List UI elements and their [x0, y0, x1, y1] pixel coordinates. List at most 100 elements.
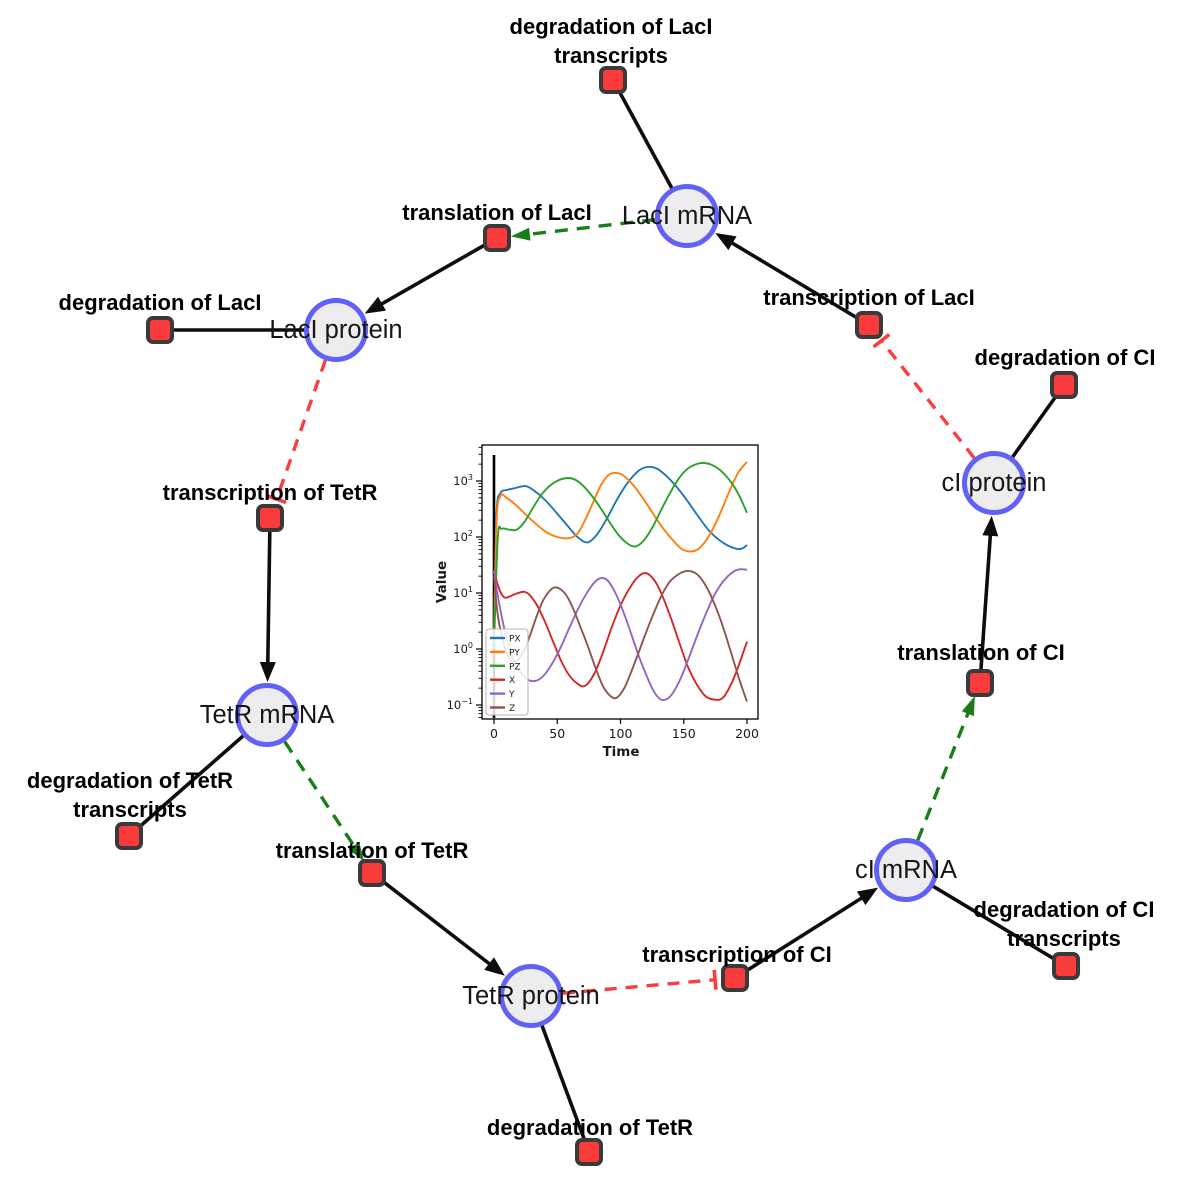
reaction-node-translation_laci [483, 224, 511, 252]
edge-laci_protein-transcription_tetr [275, 359, 328, 500]
chart-series-PX [493, 465, 748, 640]
species-label-laci_mrna: LacI mRNA [622, 202, 752, 230]
edge-transcription_laci-laci_mrna [726, 238, 870, 327]
reaction-square-deg_tetr [575, 1138, 603, 1166]
legend-label-PZ: PZ [509, 662, 521, 672]
inset-chart: 0 50 100 150 20010310210110010−1TimeValuePXP… [434, 444, 759, 760]
reaction-label-transcription_laci: transcription of LacI [763, 285, 974, 310]
edge-ci_mrna-translation_ci-arrowhead [961, 696, 975, 717]
reaction-label-translation_ci: translation of CI [897, 640, 1064, 665]
edge-tetr_mrna-translation_tetr [283, 740, 358, 851]
chart-ytick-exp: 3 [468, 473, 473, 482]
legend-label-PX: PX [509, 635, 521, 645]
reaction-square-transcription_tetr [256, 504, 284, 532]
reaction-square-deg_tetr_transcripts [115, 822, 143, 850]
edge-transcription_ci-ci_mrna-arrowhead [856, 887, 879, 906]
reaction-square-translation_tetr [358, 859, 386, 887]
chart-ytick-label-10e1: 101 [453, 585, 473, 600]
reaction-label-deg_tetr_transcripts-line1: degradation of TetR [27, 768, 233, 793]
edge-transcription_tetr-tetr_mrna [265, 517, 272, 669]
edge-tetr_mrna-translation_tetr-arrowhead [348, 841, 365, 862]
chart-ytick-exp: 0 [468, 641, 473, 650]
reaction-label-deg_ci: degradation of CI [975, 345, 1156, 370]
reaction-node-transcription_tetr [256, 504, 284, 532]
species-circle-tetr_mrna [235, 683, 299, 747]
chart-ytick-exp: 1 [468, 585, 473, 594]
reaction-label-deg_laci_transcripts-line1: degradation of LacI [510, 14, 713, 39]
reaction-node-transcription_ci [721, 964, 749, 992]
edge-translation_laci-laci_protein [375, 236, 498, 309]
reaction-square-deg_ci [1050, 371, 1078, 399]
edge-translation_laci-laci_protein-arrowhead [364, 296, 386, 314]
chart-series-PZ [493, 462, 748, 650]
species-circle-laci_mrna [655, 184, 719, 248]
reaction-square-deg_laci_transcripts [599, 66, 627, 94]
reaction-square-transcription_laci [855, 311, 883, 339]
chart-xtick-label-50: 50 [549, 726, 565, 741]
edge-transcription_tetr-tetr_mrna-arrowhead [259, 661, 276, 683]
chart-xtick-label-150: 150 [672, 726, 696, 741]
species-node-ci_mrna [874, 838, 938, 902]
reaction-square-transcription_ci [721, 964, 749, 992]
edge-translation_ci-ci_protein-arrowhead [982, 515, 999, 537]
chart-xtick-label-0: 0 [490, 726, 498, 741]
reaction-label-deg_tetr: degradation of TetR [487, 1115, 693, 1140]
reaction-square-translation_laci [483, 224, 511, 252]
species-label-ci_mrna: cI mRNA [855, 856, 957, 884]
edge-laci_protein-transcription_tetr-tbar [266, 494, 287, 505]
reaction-node-deg_laci_transcripts [599, 66, 627, 94]
legend-label-Y: Y [508, 690, 515, 700]
reaction-label-translation_laci: translation of LacI [402, 200, 591, 225]
chart-series-PY [493, 461, 748, 650]
chart-ytick-exp: −1 [461, 697, 473, 706]
reaction-label-deg_laci_transcripts-line2: transcripts [554, 43, 668, 68]
chart-ytick-exp: 2 [468, 529, 473, 538]
species-label-tetr_protein: TetR protein [462, 982, 600, 1010]
edge-translation_tetr-tetr_protein-arrowhead [484, 957, 505, 976]
chart-ytick-label-10e-1: 10−1 [447, 697, 473, 712]
reaction-node-deg_tetr [575, 1138, 603, 1166]
species-node-tetr_mrna [235, 683, 299, 747]
reaction-square-deg_laci [146, 316, 174, 344]
chart-ytick-base: 10 [453, 586, 468, 600]
chart-ytick-base: 10 [447, 698, 462, 712]
reaction-node-deg_ci [1050, 371, 1078, 399]
legend-label-Z: Z [509, 704, 515, 714]
chart-legend-box [485, 628, 529, 716]
reaction-node-deg_laci [146, 316, 174, 344]
species-circle-tetr_protein [499, 964, 563, 1028]
chart-legend: PX PY PZ XYZ [485, 628, 529, 716]
reaction-node-translation_tetr [358, 859, 386, 887]
reaction-square-deg_ci_transcripts [1052, 952, 1080, 980]
chart-ylabel: Value [434, 561, 450, 603]
chart-ytick-label-10e0: 100 [453, 641, 473, 656]
chart-xlabel: Time [602, 744, 639, 760]
reaction-node-translation_ci [966, 669, 994, 697]
reaction-label-deg_laci: degradation of LacI [59, 290, 262, 315]
reaction-label-translation_tetr: translation of TetR [276, 838, 469, 863]
reaction-label-transcription_tetr: transcription of TetR [163, 480, 378, 505]
reaction-node-deg_ci_transcripts [1052, 952, 1080, 980]
edge-tetr_protein-transcription_ci [562, 978, 716, 995]
chart-ytick-base: 10 [453, 530, 468, 544]
edge-ci_mrna-translation_ci [916, 708, 972, 841]
edge-ci_protein-transcription_laci [880, 339, 976, 459]
legend-label-PY: PY [509, 648, 520, 658]
reaction-label-deg_ci_transcripts-line2: transcripts [1007, 926, 1121, 951]
edge-transcription_ci-ci_mrna [734, 893, 868, 980]
species-circle-ci_mrna [874, 838, 938, 902]
reaction-node-transcription_laci [855, 311, 883, 339]
edge-ci_protein-transcription_laci-tbar [872, 333, 891, 349]
species-label-ci_protein: cI protein [942, 469, 1047, 497]
chart-ytick-label-10e2: 102 [453, 529, 473, 544]
reaction-square-translation_ci [966, 669, 994, 697]
chart-series-X [493, 570, 748, 701]
species-node-laci_protein [304, 298, 368, 362]
legend-label-X: X [509, 676, 515, 686]
species-node-laci_mrna [655, 184, 719, 248]
reaction-label-transcription_ci: transcription of CI [642, 942, 831, 967]
chart-xtick-label-200: 200 [735, 726, 759, 741]
chart-ytick-base: 10 [453, 642, 468, 656]
edge-translation_tetr-tetr_protein [370, 871, 495, 969]
